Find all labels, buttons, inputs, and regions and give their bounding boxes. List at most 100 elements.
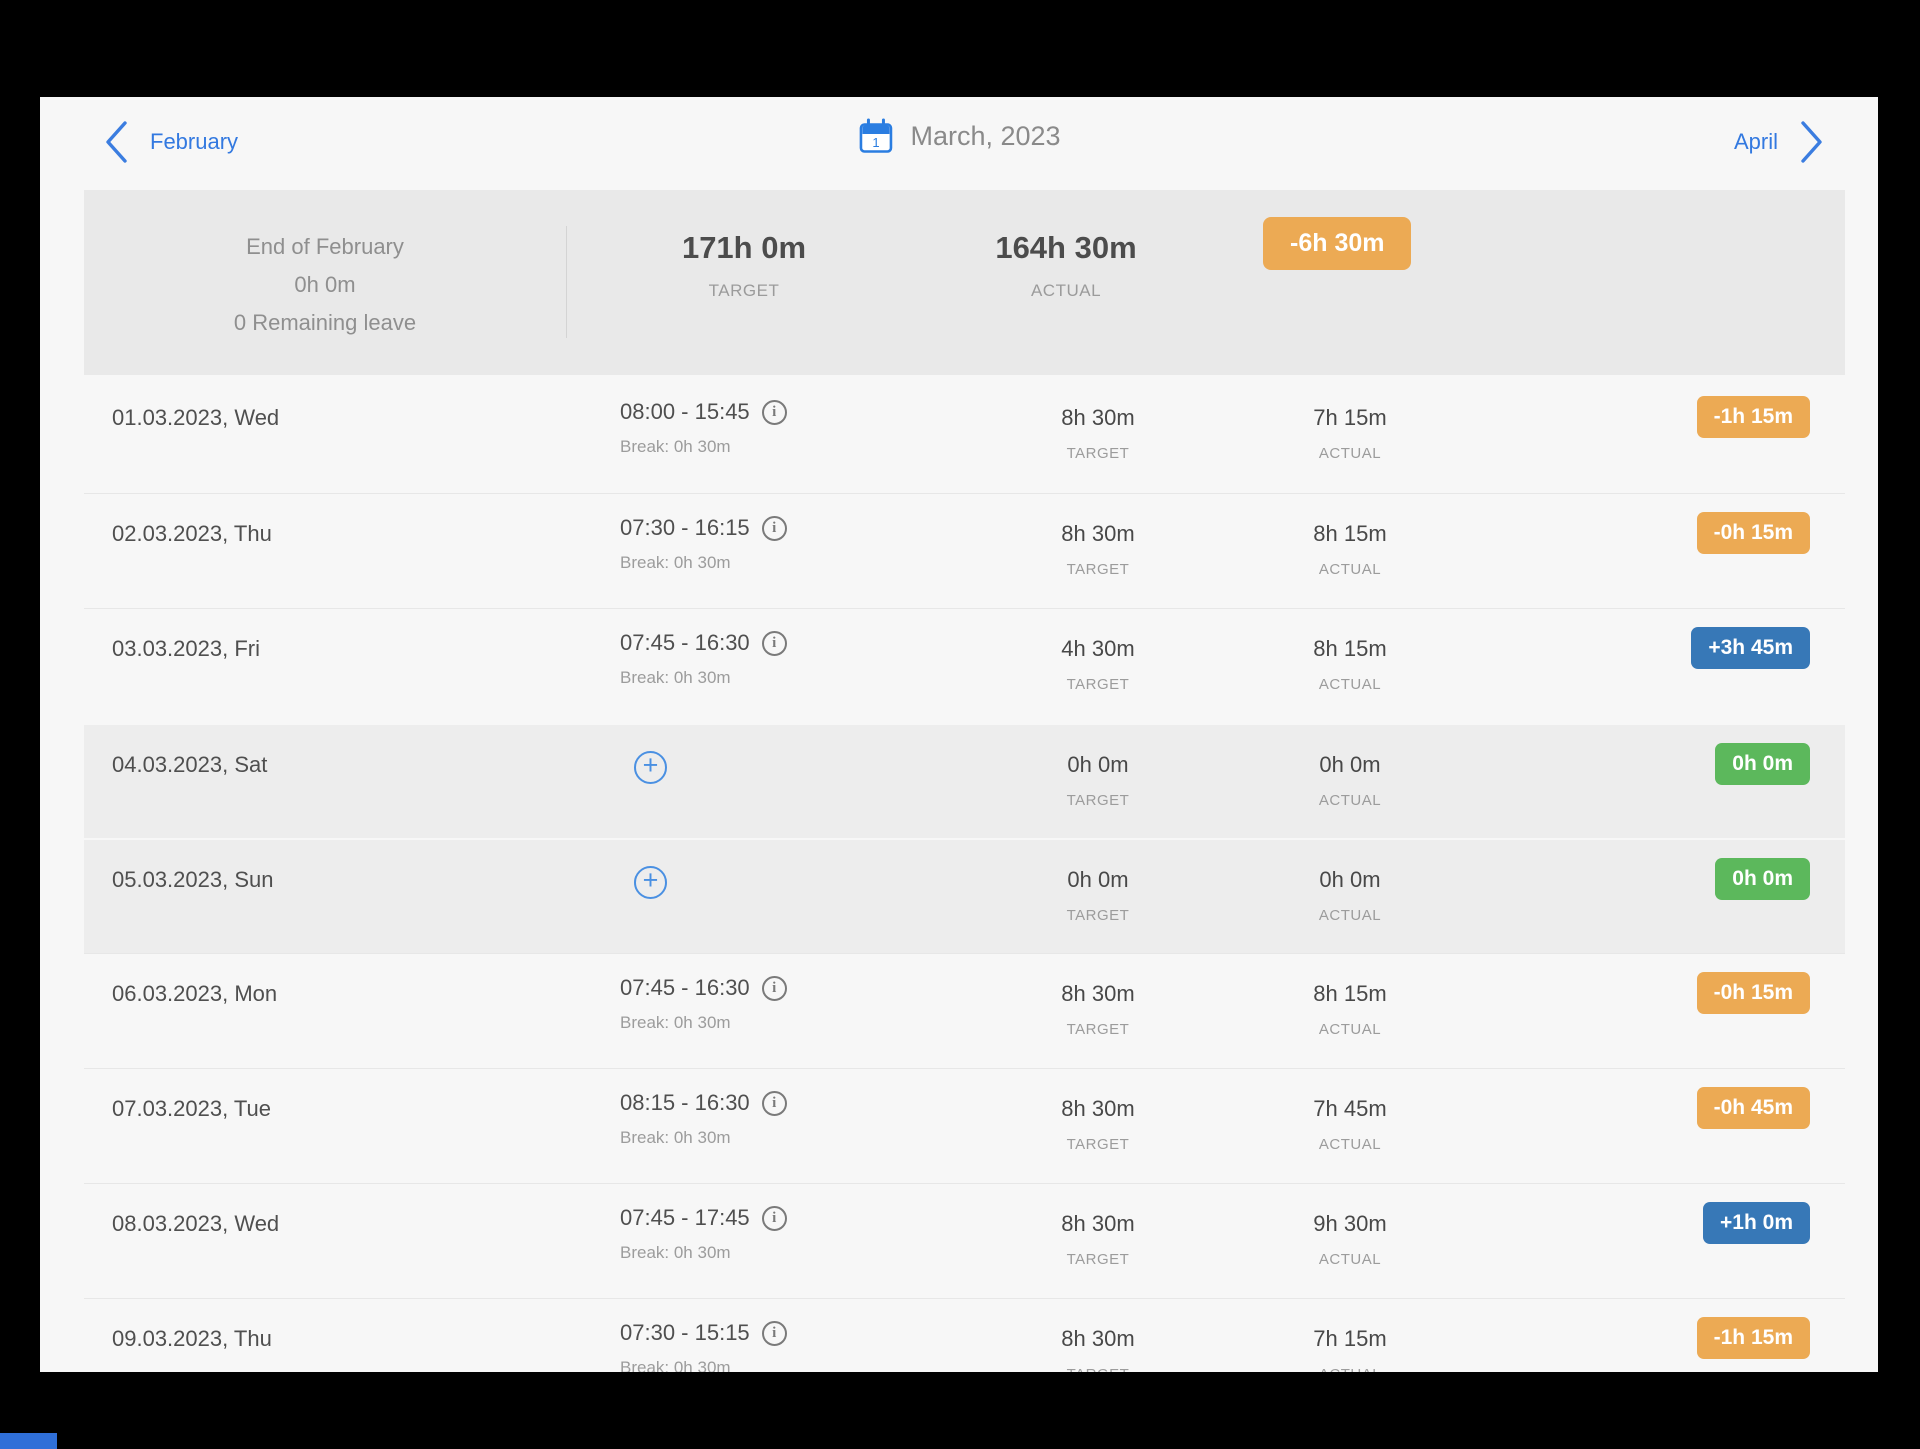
row-actual: 8h 15m ACTUAL [1210,981,1490,1038]
diff-badge: -0h 15m [1696,512,1810,554]
summary-target-value: 171h 0m [681,230,807,265]
row-actual: 7h 45m ACTUAL [1210,1096,1490,1153]
row-target-value: 0h 0m [1067,867,1129,892]
day-row: 01.03.2023, Wed 08:00 - 15:45 i Break: 0… [84,378,1845,493]
info-icon[interactable]: i [761,1320,787,1346]
row-actual-value: 0h 0m [1319,752,1381,777]
row-target: 8h 30m TARGET [958,981,1238,1038]
row-break: Break: 0h 30m [620,1243,731,1262]
row-diff-cell: -0h 15m [1696,972,1810,1014]
row-actual-value: 7h 15m [1313,1326,1387,1351]
row-time-cell: 07:30 - 16:15 i Break: 0h 30m [620,515,787,573]
current-month-label: March, 2023 [910,121,1061,151]
day-row: 05.03.2023, Sun + 0h 0m TARGET 0h 0m ACT… [84,838,1845,953]
row-time-range: 07:45 - 16:30 [620,975,750,1000]
diff-badge: -1h 15m [1696,396,1810,438]
row-actual-value: 8h 15m [1313,521,1387,546]
row-target-label: TARGET [1066,792,1130,809]
row-actual: 0h 0m ACTUAL [1210,867,1490,924]
row-date: 07.03.2023, Tue [112,1096,272,1121]
carryover-title: End of February [246,234,404,259]
row-actual: 8h 15m ACTUAL [1210,521,1490,578]
row-break: Break: 0h 30m [620,1128,731,1147]
carryover-value: 0h 0m [294,272,356,297]
diff-badge: -0h 45m [1696,1087,1810,1129]
row-target-label: TARGET [1066,1136,1130,1153]
info-icon[interactable]: i [761,1205,787,1231]
day-row: 03.03.2023, Fri 07:45 - 16:30 i Break: 0… [84,608,1845,723]
summary-target: 171h 0m TARGET [594,230,894,301]
info-icon[interactable]: i [761,399,787,425]
row-time-range: 07:45 - 16:30 [620,630,750,655]
row-actual: 9h 30m ACTUAL [1210,1211,1490,1268]
info-icon[interactable]: i [761,1090,787,1116]
row-diff-cell: -1h 15m [1696,396,1810,438]
day-rows: 01.03.2023, Wed 08:00 - 15:45 i Break: 0… [84,378,1845,1372]
row-target-value: 8h 30m [1061,981,1135,1006]
info-icon[interactable]: i [761,630,787,656]
diff-badge: +3h 45m [1691,627,1810,669]
diff-badge: 0h 0m [1715,743,1810,785]
current-month: 1 March, 2023 [857,118,1061,155]
row-target: 8h 30m TARGET [958,1096,1238,1153]
row-break: Break: 0h 30m [620,553,731,572]
row-actual-value: 0h 0m [1319,867,1381,892]
row-diff-cell: 0h 0m [1715,743,1810,785]
diff-badge: +1h 0m [1703,1202,1810,1244]
row-target: 8h 30m TARGET [958,521,1238,578]
row-date: 09.03.2023, Thu [112,1326,272,1351]
prev-month-button[interactable]: February [102,117,238,167]
day-row: 08.03.2023, Wed 07:45 - 17:45 i Break: 0… [84,1183,1845,1298]
row-target-label: TARGET [1066,561,1130,578]
row-actual-label: ACTUAL [1318,792,1382,809]
row-time-cell: 07:45 - 16:30 i Break: 0h 30m [620,975,787,1033]
row-actual-value: 7h 15m [1313,405,1387,430]
row-target-value: 8h 30m [1061,1096,1135,1121]
row-date: 02.03.2023, Thu [112,521,272,546]
row-date: 03.03.2023, Fri [112,636,260,661]
row-actual-label: ACTUAL [1318,1021,1382,1038]
day-row: 07.03.2023, Tue 08:15 - 16:30 i Break: 0… [84,1068,1845,1183]
info-icon[interactable]: i [761,975,787,1001]
day-row: 09.03.2023, Thu 07:30 - 15:15 i Break: 0… [84,1298,1845,1372]
calendar-day-number: 1 [872,135,879,150]
row-date: 08.03.2023, Wed [112,1211,280,1236]
row-actual: 0h 0m ACTUAL [1210,752,1490,809]
row-actual-label: ACTUAL [1318,676,1382,693]
row-diff-cell: -0h 45m [1696,1087,1810,1129]
row-time-range: 07:30 - 15:15 [620,1320,750,1345]
day-row: 02.03.2023, Thu 07:30 - 16:15 i Break: 0… [84,493,1845,608]
row-target-value: 8h 30m [1061,405,1135,430]
row-actual-label: ACTUAL [1318,1251,1382,1268]
add-entry-button[interactable]: + [634,866,667,899]
info-icon[interactable]: i [761,515,787,541]
chevron-right-icon [1801,121,1822,163]
day-row: 06.03.2023, Mon 07:45 - 16:30 i Break: 0… [84,953,1845,1068]
summary-actual: 164h 30m ACTUAL [916,230,1216,301]
row-target-value: 8h 30m [1061,521,1135,546]
row-date: 06.03.2023, Mon [112,981,278,1006]
next-month-button[interactable]: April [1734,117,1826,167]
row-date: 01.03.2023, Wed [112,405,280,430]
row-actual-value: 8h 15m [1313,636,1387,661]
diff-badge: -1h 15m [1696,1317,1810,1359]
row-target-label: TARGET [1066,1021,1130,1038]
row-actual-value: 8h 15m [1313,981,1387,1006]
next-month-label: April [1733,129,1778,154]
row-actual: 7h 15m ACTUAL [1210,1326,1490,1372]
row-break: Break: 0h 30m [620,1358,731,1372]
row-time-cell: 08:15 - 16:30 i Break: 0h 30m [620,1090,787,1148]
row-target: 8h 30m TARGET [958,405,1238,462]
row-target: 8h 30m TARGET [958,1326,1238,1372]
diff-badge: 0h 0m [1715,858,1810,900]
row-actual-value: 7h 45m [1313,1096,1387,1121]
add-entry-button[interactable]: + [634,751,667,784]
taskbar-fragment [0,1433,57,1449]
row-target-label: TARGET [958,1366,1238,1372]
chevron-left-icon [106,121,127,163]
summary-actual-label: ACTUAL [1030,281,1102,300]
row-target-label: TARGET [1066,676,1130,693]
row-break: Break: 0h 30m [620,1013,731,1032]
row-time-range: 07:30 - 16:15 [620,515,750,540]
row-target: 0h 0m TARGET [958,752,1238,809]
